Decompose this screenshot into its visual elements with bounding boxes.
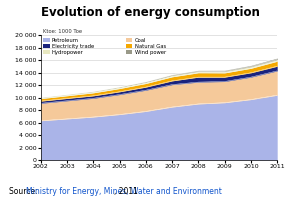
Text: Ktoe: 1000 Toe: Ktoe: 1000 Toe [43, 29, 82, 34]
Text: , 2011: , 2011 [114, 187, 138, 196]
Legend: Coal, Natural Gas, Wind power: Coal, Natural Gas, Wind power [126, 38, 166, 55]
Text: Evolution of energy consumption: Evolution of energy consumption [40, 6, 260, 19]
Text: Ministry for Energy, Mines, Water and Environment: Ministry for Energy, Mines, Water and En… [26, 187, 221, 196]
Text: Source:: Source: [9, 187, 40, 196]
